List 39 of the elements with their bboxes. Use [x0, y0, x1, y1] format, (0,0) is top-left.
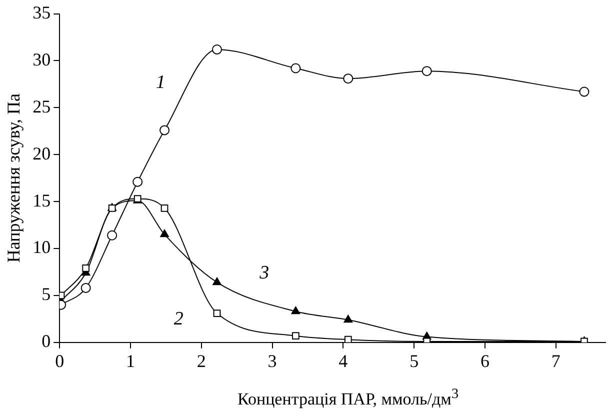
point	[212, 277, 222, 286]
point	[82, 264, 90, 272]
y-tick-label: 15	[32, 190, 51, 210]
y-tick-label: 25	[32, 96, 51, 116]
annotation: 3	[258, 262, 270, 284]
y-tick-label: 5	[42, 284, 51, 304]
x-tick-label: 1	[126, 350, 135, 371]
y-tick-label: 35	[32, 2, 51, 23]
y-tick-label: 10	[32, 237, 51, 258]
y-tick-label: 30	[32, 49, 51, 70]
point	[579, 86, 590, 97]
x-tick-label: 2	[196, 350, 206, 371]
x-axis-title: Концентрація ПАР, ммоль/дм$^{3}$	[236, 386, 460, 410]
point	[80, 282, 91, 293]
point	[160, 229, 169, 238]
point	[160, 204, 168, 212]
y-tick-label: 20	[32, 143, 51, 164]
x-tick-label: 7	[551, 350, 560, 371]
point	[344, 336, 352, 342]
annotation: 1	[156, 72, 166, 93]
x-tick-label: 6	[480, 350, 490, 371]
point	[291, 306, 300, 314]
point	[160, 125, 170, 136]
point	[422, 66, 432, 76]
point	[290, 63, 301, 74]
annotation: 2	[174, 308, 184, 330]
y-axis-title: Напруження зсуву, Па	[4, 94, 24, 263]
x-tick-label: 5	[410, 350, 419, 371]
point	[292, 332, 300, 340]
point	[343, 74, 354, 84]
x-tick-label: 4	[338, 350, 348, 371]
point	[107, 230, 118, 240]
y-tick-label: 0	[42, 331, 51, 352]
point	[212, 44, 222, 54]
point	[344, 314, 353, 323]
x-tick-label: 0	[55, 350, 64, 371]
point	[213, 310, 221, 317]
point	[132, 176, 143, 187]
x-tick-label: 3	[268, 350, 277, 371]
